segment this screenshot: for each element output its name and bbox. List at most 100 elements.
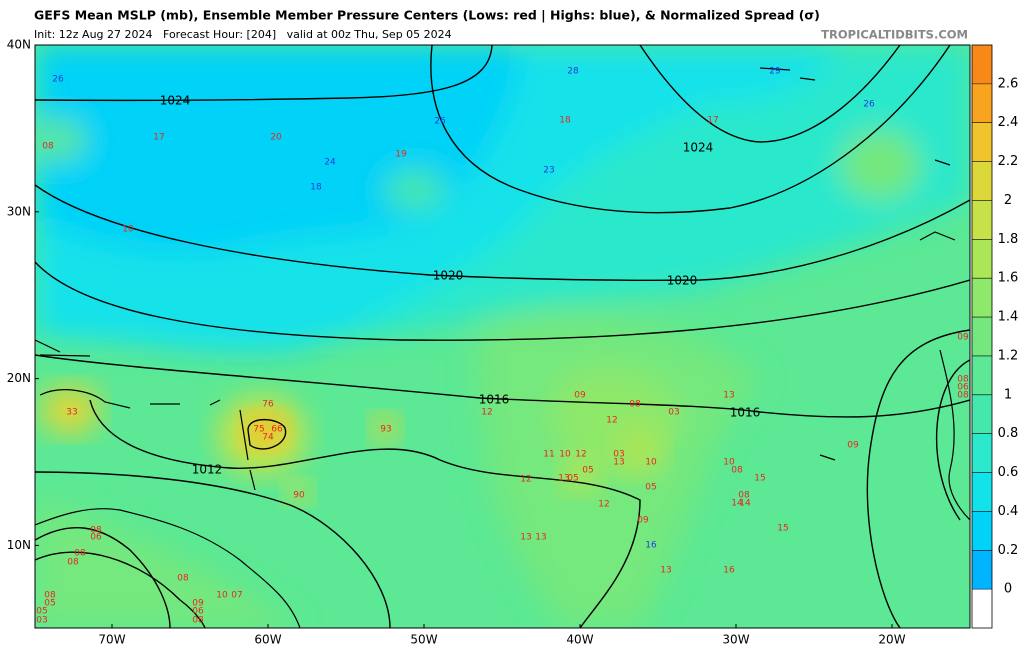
lon-label: 20W xyxy=(878,633,905,647)
colorbar-tick-label: 0.4 xyxy=(998,504,1019,519)
low-center: 11 xyxy=(543,450,554,460)
low-center: 13 xyxy=(520,533,531,543)
low-center: 16 xyxy=(723,566,735,576)
low-center: 08 xyxy=(67,558,79,568)
low-center: 14 xyxy=(731,499,743,509)
low-center: 06 xyxy=(90,533,102,543)
colorbar-swatch xyxy=(972,355,992,395)
lat-label: 20N xyxy=(7,371,31,385)
low-center: 09 xyxy=(192,599,204,609)
colorbar-tick-label: 2.4 xyxy=(998,115,1019,130)
low-center: 74 xyxy=(262,433,274,443)
low-center: 08 xyxy=(957,375,969,385)
colorbar-tick-label: 0 xyxy=(1004,582,1012,597)
colorbar-swatch xyxy=(972,433,992,473)
map-area xyxy=(35,45,970,628)
colorbar-tick-label: 0.2 xyxy=(998,543,1019,558)
isobar-label: 1016 xyxy=(730,406,761,420)
low-center: 10 xyxy=(559,450,571,460)
low-center: 05 xyxy=(567,474,578,484)
low-center: 08 xyxy=(44,591,56,601)
low-center: 13 xyxy=(723,391,734,401)
low-center: 10 xyxy=(645,458,657,468)
low-center: 08 xyxy=(629,400,641,410)
isobar-label: 1020 xyxy=(667,274,698,288)
lon-label: 30W xyxy=(722,633,749,647)
low-center: 17 xyxy=(707,116,718,126)
low-center: 09 xyxy=(574,391,586,401)
site-credit: TROPICALTIDBITS.COM xyxy=(821,28,968,42)
colorbar-tick-label: 2 xyxy=(1004,193,1012,208)
isobar-label: 1016 xyxy=(479,393,510,407)
low-center: 08 xyxy=(74,549,86,559)
lat-label: 10N xyxy=(7,538,31,552)
colorbar-swatch xyxy=(972,239,992,279)
colorbar-tick-label: 1.4 xyxy=(998,310,1019,325)
low-center: 08 xyxy=(738,491,750,501)
low-center: 15 xyxy=(777,524,788,534)
low-center: 09 xyxy=(957,333,969,343)
isobar-label: 1024 xyxy=(683,141,714,155)
low-center: 12 xyxy=(606,416,617,426)
colorbar-swatch xyxy=(972,589,992,628)
lon-label: 70W xyxy=(98,633,125,647)
low-center: 08 xyxy=(192,616,204,626)
title: GEFS Mean MSLP (mb), Ensemble Member Pre… xyxy=(34,8,820,23)
lat-label: 30N xyxy=(7,204,31,218)
subtitle: Init: 12z Aug 27 2024 Forecast Hour: [20… xyxy=(34,28,452,41)
low-center: 06 xyxy=(957,383,969,393)
low-center: 08 xyxy=(731,466,743,476)
low-center: 13 xyxy=(613,458,624,468)
low-center: 08 xyxy=(177,574,189,584)
low-center: 03 xyxy=(668,408,679,418)
colorbar-swatch xyxy=(972,122,992,162)
lat-label: 40N xyxy=(7,38,31,52)
low-center: 14 xyxy=(739,499,751,509)
low-center: 08 xyxy=(42,142,54,152)
lon-label: 60W xyxy=(254,633,281,647)
low-center: 20 xyxy=(270,133,282,143)
colorbar-tick-label: 0.8 xyxy=(998,426,1019,441)
low-center: 18 xyxy=(559,116,571,126)
lon-label: 50W xyxy=(410,633,437,647)
colorbar-swatch xyxy=(972,200,992,240)
low-center: 13 xyxy=(535,533,546,543)
isobar-label: 1020 xyxy=(433,269,464,283)
low-center: 75 xyxy=(253,425,264,435)
low-center: 12 xyxy=(575,450,586,460)
low-center: 12 xyxy=(520,475,531,485)
colorbar-swatch xyxy=(972,317,992,356)
colorbar-swatch xyxy=(972,472,992,512)
low-center: 03 xyxy=(36,616,47,626)
low-center: 08 xyxy=(957,391,969,401)
high-center: 26 xyxy=(434,117,446,127)
low-center: 93 xyxy=(380,425,391,435)
low-center: 33 xyxy=(66,408,77,418)
low-center: 12 xyxy=(598,500,609,510)
lon-label: 40W xyxy=(566,633,593,647)
low-center: 10 xyxy=(216,591,228,601)
colorbar-tick-label: 1 xyxy=(1004,387,1012,402)
low-center: 09 xyxy=(847,441,859,451)
low-center: 08 xyxy=(90,526,102,536)
colorbar-tick-label: 2.6 xyxy=(998,76,1019,91)
colorbar-frame xyxy=(971,44,993,629)
colorbar-tick-label: 0.6 xyxy=(998,465,1019,480)
low-center: 05 xyxy=(582,466,593,476)
low-center: 06 xyxy=(192,607,204,617)
high-center: 26 xyxy=(52,75,64,85)
colorbar-tick-label: 2.2 xyxy=(998,154,1019,169)
colorbar-swatch xyxy=(972,278,992,318)
low-center: 66 xyxy=(271,425,283,435)
low-center: 03 xyxy=(613,450,624,460)
low-center: 90 xyxy=(293,491,305,501)
low-center: 10 xyxy=(122,225,134,235)
high-center: 29 xyxy=(769,67,781,77)
low-center: 05 xyxy=(44,599,55,609)
colorbar-swatch xyxy=(972,83,992,123)
colorbar-swatch xyxy=(972,161,992,201)
high-center: 18 xyxy=(310,183,322,193)
colorbar-tick-label: 1.8 xyxy=(998,232,1019,247)
colorbar-swatch xyxy=(972,45,992,84)
